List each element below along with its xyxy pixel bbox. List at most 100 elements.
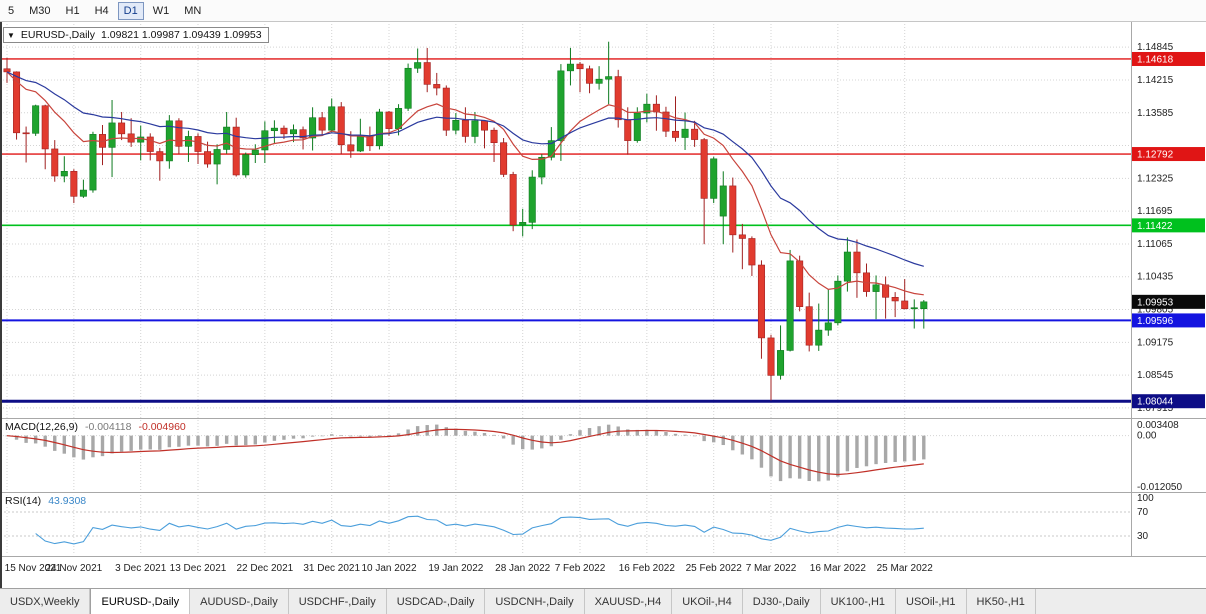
chart-tab-uk100-h1[interactable]: UK100-,H1 bbox=[821, 589, 897, 614]
candle bbox=[710, 158, 718, 199]
candle bbox=[194, 136, 202, 152]
macd-histogram-bar bbox=[33, 435, 38, 444]
candle bbox=[146, 136, 154, 152]
candle bbox=[175, 120, 183, 147]
timeframe-button-h1[interactable]: H1 bbox=[60, 2, 86, 20]
candle bbox=[920, 301, 928, 310]
candle bbox=[433, 84, 441, 89]
macd-histogram-bar bbox=[501, 435, 506, 439]
rsi-name: RSI(14) bbox=[5, 495, 42, 507]
symbol-dropdown-icon[interactable]: ▼ bbox=[7, 30, 15, 40]
candle bbox=[51, 148, 59, 177]
horizontal-level-lines[interactable] bbox=[0, 58, 1131, 403]
chart-tab-usdchf-daily[interactable]: USDCHF-,Daily bbox=[289, 589, 387, 614]
svg-text:28 Jan 2022: 28 Jan 2022 bbox=[495, 563, 550, 574]
macd-signal-value: -0.004960 bbox=[138, 421, 186, 433]
svg-text:7 Feb 2022: 7 Feb 2022 bbox=[555, 563, 606, 574]
svg-text:25 Feb 2022: 25 Feb 2022 bbox=[686, 563, 743, 574]
price-axis[interactable]: 1.14845 1.14215 1.13585 1.12325 1.11695 1.110… bbox=[1132, 42, 1205, 542]
candle bbox=[471, 120, 479, 137]
macd-histogram-bar bbox=[578, 430, 582, 436]
macd-histogram-bar bbox=[330, 434, 334, 436]
macd-histogram-bar bbox=[406, 429, 410, 436]
chart-tab-audusd-daily[interactable]: AUDUSD-,Daily bbox=[190, 589, 289, 614]
chart-tab-dj30-daily[interactable]: DJ30-,Daily bbox=[743, 589, 821, 614]
macd-histogram-bar bbox=[817, 435, 821, 482]
macd-main-value: -0.004118 bbox=[84, 421, 132, 433]
timeframe-button-5[interactable]: 5 bbox=[2, 2, 20, 20]
candle bbox=[805, 306, 813, 346]
pane-frames bbox=[0, 22, 1206, 588]
svg-text:1.12792: 1.12792 bbox=[1137, 150, 1174, 161]
macd-histogram-bar bbox=[635, 429, 639, 436]
macd-histogram-bar bbox=[205, 435, 210, 447]
timeframe-button-m30[interactable]: M30 bbox=[23, 2, 56, 20]
candle bbox=[901, 300, 909, 310]
macd-histogram-bar bbox=[377, 435, 382, 436]
chart-tab-xauusd-h4[interactable]: XAUUSD-,H4 bbox=[585, 589, 673, 614]
ma-line-12 bbox=[6, 71, 924, 296]
rsi-value: 43.9308 bbox=[48, 495, 87, 507]
chart-tab-hk50-h1[interactable]: HK50-,H1 bbox=[967, 589, 1036, 614]
candle bbox=[500, 142, 508, 175]
candle bbox=[270, 127, 278, 132]
timeframe-button-d1[interactable]: D1 bbox=[117, 1, 144, 20]
macd-histogram-bar bbox=[683, 434, 687, 436]
chart-tab-ukoil-h4[interactable]: UKOil-,H4 bbox=[672, 589, 743, 614]
svg-text:1.13585: 1.13585 bbox=[1137, 108, 1174, 119]
macd-histogram-bar bbox=[358, 435, 363, 437]
svg-text:3 Dec 2021: 3 Dec 2021 bbox=[115, 563, 167, 574]
chart-region[interactable]: 1.14845 1.14215 1.13585 1.12325 1.11695 1.110… bbox=[0, 22, 1206, 588]
macd-histogram-bar bbox=[721, 435, 725, 446]
timeframe-button-w1[interactable]: W1 bbox=[147, 2, 176, 20]
candle bbox=[796, 260, 804, 307]
candle bbox=[824, 322, 832, 331]
candle bbox=[184, 136, 192, 147]
macd-histogram-bar bbox=[712, 435, 716, 443]
candle bbox=[891, 297, 899, 302]
symbol-ohlc-box[interactable]: ▼ EURUSD-,Daily 1.09821 1.09987 1.09439 … bbox=[3, 27, 269, 43]
timeframe-button-h4[interactable]: H4 bbox=[89, 2, 115, 20]
chart-tab-usdx-weekly[interactable]: USDX,Weekly bbox=[0, 589, 91, 614]
chart-tab-usdcad-daily[interactable]: USDCAD-,Daily bbox=[387, 589, 486, 614]
timeframe-button-mn[interactable]: MN bbox=[178, 2, 207, 20]
macd-histogram-bar bbox=[310, 435, 315, 437]
macd-histogram-bar bbox=[177, 435, 181, 447]
candle bbox=[137, 136, 145, 143]
chart-tab-usdcnh-daily[interactable]: USDCNH-,Daily bbox=[485, 589, 585, 614]
candle bbox=[41, 105, 49, 150]
macd-histogram-bar bbox=[654, 430, 659, 436]
macd-histogram-bar bbox=[139, 435, 143, 450]
candle bbox=[375, 111, 383, 147]
macd-histogram-bar bbox=[186, 435, 191, 446]
candle bbox=[309, 117, 317, 139]
macd-histogram-bar bbox=[826, 435, 830, 481]
macd-histogram-bar bbox=[53, 435, 57, 451]
candle bbox=[3, 68, 11, 73]
macd-histogram-bar bbox=[282, 435, 286, 440]
macd-histogram-bar bbox=[215, 435, 219, 446]
candle bbox=[32, 105, 40, 134]
candle bbox=[671, 130, 679, 138]
candle bbox=[557, 70, 565, 141]
chart-tab-usoil-h1[interactable]: USOil-,H1 bbox=[896, 589, 967, 614]
candle bbox=[729, 185, 737, 236]
candle bbox=[223, 126, 231, 150]
chart-canvas[interactable]: 1.14845 1.14215 1.13585 1.12325 1.11695 1.110… bbox=[0, 22, 1206, 588]
candle bbox=[337, 106, 345, 146]
svg-text:100: 100 bbox=[1137, 493, 1154, 504]
macd-histogram-bar bbox=[110, 435, 114, 454]
macd-histogram-bar bbox=[883, 435, 888, 463]
candle bbox=[423, 62, 431, 85]
macd-histogram-bar bbox=[72, 435, 76, 458]
svg-text:15 Nov 2021: 15 Nov 2021 bbox=[5, 563, 62, 574]
macd-histogram-bar bbox=[119, 435, 124, 452]
chart-tab-eurusd-daily[interactable]: EURUSD-,Daily bbox=[90, 589, 191, 614]
candle bbox=[242, 154, 250, 176]
candle bbox=[213, 149, 221, 165]
price-badge-1.09953 bbox=[1132, 294, 1205, 309]
candle bbox=[442, 87, 450, 131]
macd-histogram-bar bbox=[778, 435, 783, 482]
macd-histogram-bar bbox=[759, 435, 764, 468]
